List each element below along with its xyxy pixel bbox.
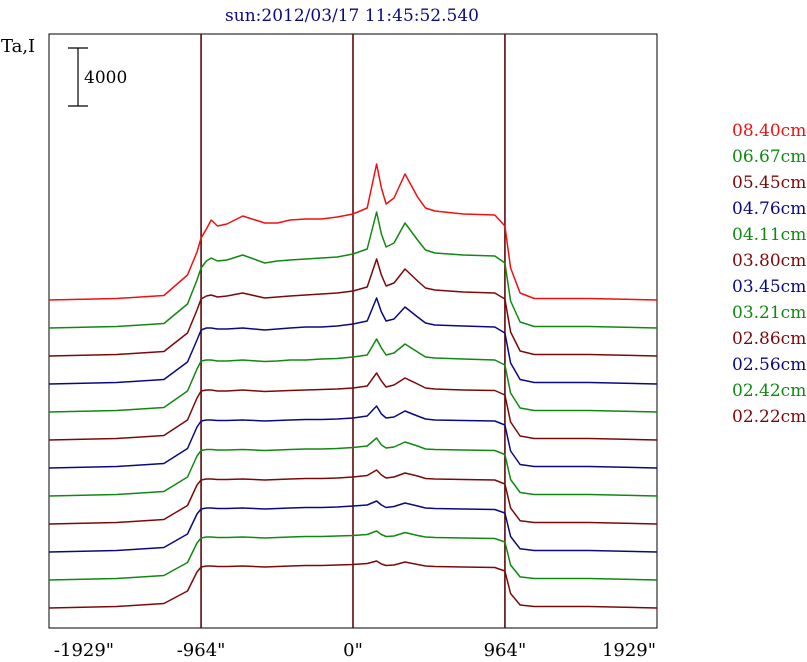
x-tick-label: -1929" [54, 640, 114, 661]
x-tick-label: 0" [343, 640, 363, 661]
trace-02.22cm [48, 560, 658, 609]
trace-04.11cm [48, 338, 658, 413]
legend-entry: 02.86cm [732, 329, 807, 349]
legend-entry: 04.76cm [732, 199, 807, 219]
trace-02.56cm [48, 500, 658, 553]
x-tick-label: 964" [484, 640, 527, 661]
series-traces [48, 163, 658, 609]
trace-06.67cm [48, 211, 658, 329]
reference-lines [200, 34, 506, 628]
trace-04.76cm [48, 297, 658, 385]
legend-entry: 04.11cm [732, 225, 807, 245]
scale-bar: 4000 [68, 47, 127, 107]
legend: 08.40cm 06.67cm 05.45cm 04.76cm 04.11cm 03.80… [732, 118, 806, 430]
legend-entry: 03.80cm [732, 251, 807, 271]
trace-03.45cm [48, 405, 658, 469]
x-tick-label: 1929" [602, 640, 656, 661]
trace-02.42cm [48, 530, 658, 581]
scale-bar-label: 4000 [84, 68, 127, 88]
x-axis-tick-labels: -1929" -964" 0" 964" 1929" [54, 640, 656, 661]
trace-05.45cm [48, 258, 658, 357]
trace-02.86cm [48, 469, 658, 525]
legend-entry: 06.67cm [732, 147, 807, 167]
legend-entry: 02.22cm [732, 407, 807, 427]
y-axis-label: Ta,I [1, 36, 35, 57]
legend-entry: 03.21cm [732, 303, 807, 323]
trace-08.40cm [48, 163, 658, 301]
legend-entry: 03.45cm [732, 277, 807, 297]
trace-03.80cm [48, 372, 658, 441]
legend-entry: 05.45cm [732, 173, 807, 193]
x-tick-label: -964" [177, 640, 226, 661]
legend-entry: 02.56cm [732, 355, 807, 375]
legend-entry: 02.42cm [732, 381, 807, 401]
trace-03.21cm [48, 437, 658, 497]
legend-entry: 08.40cm [732, 121, 807, 141]
chart-title: sun:2012/03/17 11:45:52.540 [225, 6, 479, 26]
